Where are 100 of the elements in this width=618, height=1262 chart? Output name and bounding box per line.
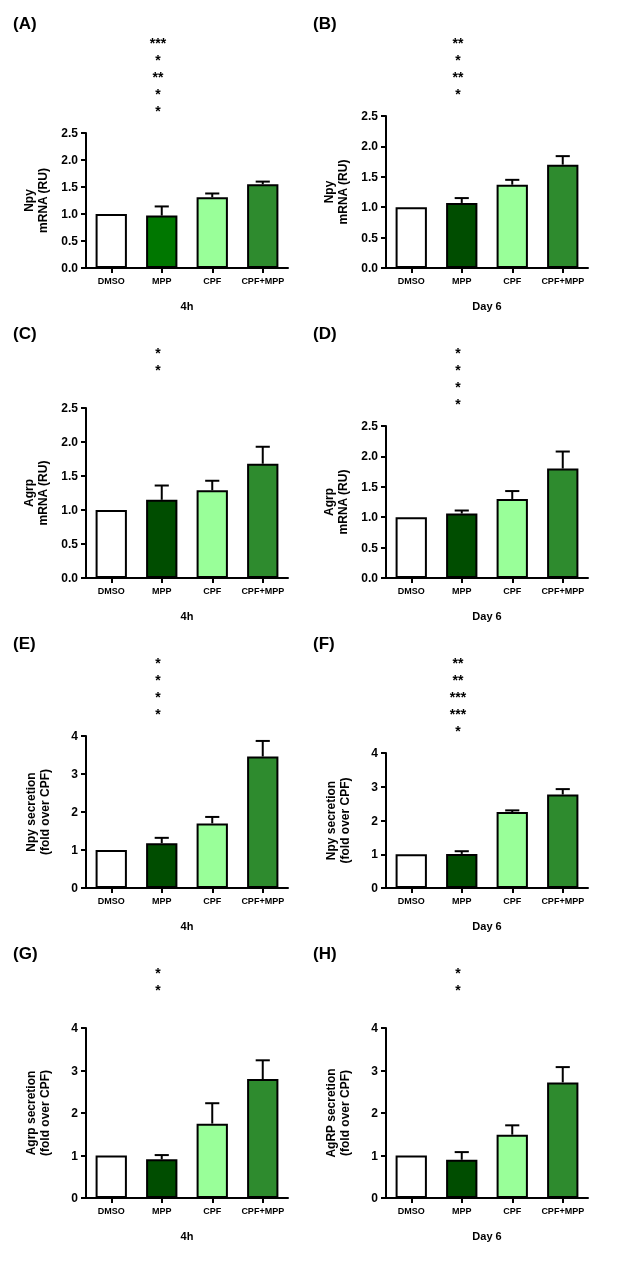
text: * [455,982,462,998]
y-tick-label: 1.5 [361,169,379,184]
text: * [155,103,162,119]
y-tick-label: 3 [371,1063,379,1078]
y-tick-label: 2 [371,1106,379,1120]
text: ** [452,35,464,51]
x-tick-label: MPP [451,585,472,596]
y-tick-label: 0 [371,881,379,895]
x-tick-label: CPF [503,585,522,596]
y-tick-label: 4 [71,1021,79,1035]
y-tick-label: 4 [371,746,379,760]
chart-title: (H) [313,944,337,963]
text: * [455,52,462,68]
y-tick-label: 4 [371,1021,379,1035]
x-tick-label: CPF+MPP [541,585,585,596]
text: * [155,345,162,361]
y-tick-label: 2 [71,805,79,819]
y-tick-label: 1 [371,1148,379,1163]
y-tick-label: 1 [71,1148,79,1163]
chart-title: (A) [13,14,37,33]
text: * [455,345,462,361]
x-tick-label: CPF [503,1205,522,1216]
chart-title: (G) [13,944,38,963]
x-tick-label: DMSO [97,895,125,906]
text: * [155,52,162,68]
text: *** [449,689,467,705]
y-tick-label: 3 [71,767,79,781]
chart-title: (D) [313,324,337,343]
y-tick-label: 2.5 [361,109,379,123]
y-tick-label: 1 [371,847,379,862]
x-axis-title: 4h [180,919,194,932]
y-axis-title: AgRP secretion (fold over CPF) [324,1068,352,1158]
x-tick-label: MPP [451,895,472,906]
x-tick-label: DMSO [97,275,125,286]
y-axis-title: Npy mRNA (RU) [322,159,351,225]
chart-title: (E) [13,634,36,653]
y-tick-label: 2.0 [361,139,379,154]
text: ** [452,655,464,671]
x-tick-label: CPF [203,275,222,286]
x-tick-label: CPF+MPP [541,895,585,906]
y-tick-label: 1.0 [61,503,79,517]
y-tick-label: 1.0 [361,510,379,525]
x-axis-title: 4h [180,1229,194,1242]
x-tick-label: DMSO [97,1205,125,1216]
x-tick-label: CPF [203,895,222,906]
x-tick-label: MPP [451,1205,472,1216]
y-axis-title: Npy mRNA (RU) [22,168,51,233]
x-tick-label: CPF+MPP [241,275,285,286]
chart-title: (B) [313,14,337,33]
y-tick-label: 0.5 [61,537,79,551]
y-tick-label: 0.0 [361,571,379,585]
text: * [455,362,462,378]
x-tick-label: CPF+MPP [241,585,285,596]
y-tick-label: 1 [71,843,79,857]
y-tick-label: 2.5 [361,419,379,433]
y-tick-label: 1.5 [361,479,379,494]
x-tick-label: CPF+MPP [241,895,285,906]
x-tick-label: CPF [203,585,222,596]
y-axis-title: Agrp secretion (fold over CPF) [24,1070,52,1156]
text: *** [449,706,467,722]
y-tick-label: 0.0 [61,261,79,275]
x-tick-label: CPF+MPP [241,1205,285,1216]
text: * [155,655,162,671]
x-axis-title: 4h [180,299,194,312]
text: ** [452,69,464,85]
y-tick-label: 1.5 [61,469,79,483]
text: ** * [152,69,164,102]
x-axis-title: Day 6 [472,299,502,312]
y-tick-label: 0.0 [361,261,379,275]
text: * [155,672,162,688]
text: * [455,965,462,981]
x-tick-label: CPF [503,275,522,286]
x-axis-title: 4h [180,609,194,622]
y-tick-label: 1.0 [361,200,379,215]
x-tick-label: CPF+MPP [541,1205,585,1216]
x-tick-label: DMSO [397,275,425,286]
text: * [155,689,162,705]
x-tick-label: DMSO [397,585,425,596]
y-tick-label: 2 [371,813,379,828]
y-tick-label: 0.5 [61,234,79,248]
text: * [155,362,162,378]
y-tick-label: 4 [71,729,79,743]
y-tick-label: 0.0 [61,571,79,585]
text: * [455,396,462,412]
x-tick-label: CPF+MPP [541,275,585,286]
y-axis-title: Agrp mRNA (RU) [22,460,51,526]
y-tick-label: 0.5 [361,540,379,555]
x-axis-title: Day 6 [472,919,502,932]
y-tick-label: 0 [371,1191,379,1205]
x-tick-label: CPF [503,895,522,906]
y-tick-label: 2.0 [361,449,379,464]
text: * [155,965,162,981]
y-tick-label: 3 [71,1063,79,1078]
chart-title: (C) [13,324,37,343]
x-axis-title: Day 6 [472,609,502,622]
y-tick-label: 1.0 [61,207,79,221]
y-tick-label: 1.5 [61,180,79,194]
y-axis-title: Npy secretion (fold over CPF) [324,777,352,864]
chart-title: (F) [313,634,335,653]
x-tick-label: CPF [203,1205,222,1216]
